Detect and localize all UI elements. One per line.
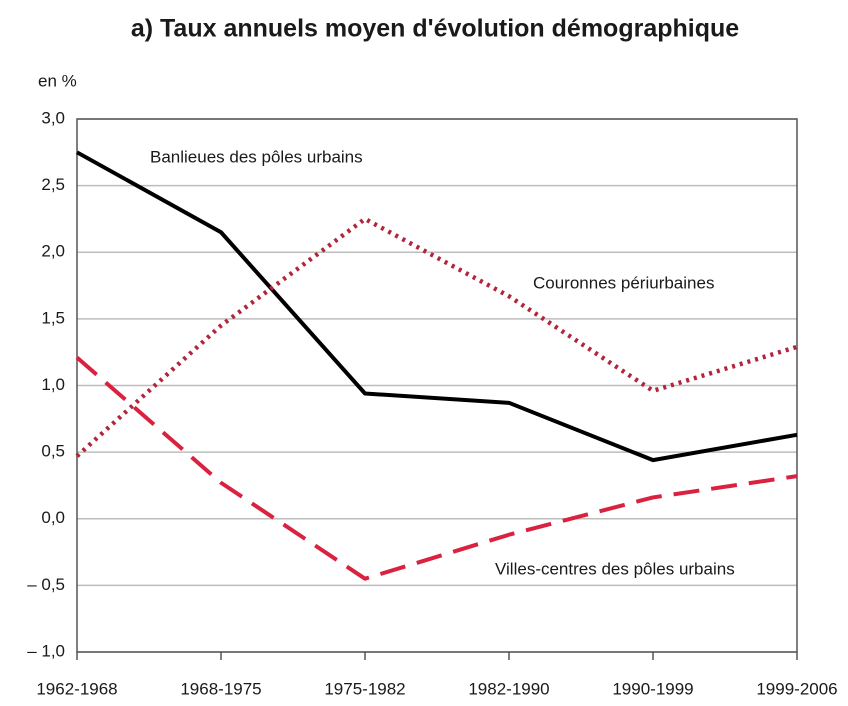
y-tick-label: 0,5 [41, 442, 65, 461]
y-tick-label: 2,0 [41, 242, 65, 261]
x-tick-label: 1990-1999 [612, 679, 693, 698]
y-tick-label: – 0,5 [27, 575, 65, 594]
y-tick-label: 0,0 [41, 508, 65, 527]
series-label: Villes-centres des pôles urbains [495, 559, 735, 578]
x-tick-label: 1999-2006 [756, 679, 837, 698]
x-tick-label: 1975-1982 [324, 679, 405, 698]
x-tick-label: 1982-1990 [468, 679, 549, 698]
series-label: Banlieues des pôles urbains [150, 147, 363, 166]
plot-frame [76, 118, 798, 653]
series-line [76, 150, 798, 463]
x-tick-label: 1962-1968 [36, 679, 117, 698]
series-line [75, 216, 798, 458]
series-line [75, 356, 798, 581]
x-tick-label: 1968-1975 [180, 679, 261, 698]
series-label: Couronnes périurbaines [533, 273, 714, 292]
y-tick-label: – 1,0 [27, 641, 65, 660]
y-tick-label: 1,5 [41, 308, 65, 327]
y-tick-label: 2,5 [41, 175, 65, 194]
y-tick-label: 1,0 [41, 375, 65, 394]
y-tick-label: 3,0 [41, 108, 65, 127]
chart-title: a) Taux annuels moyen d'évolution démogr… [131, 15, 739, 43]
y-axis-label: en % [38, 71, 77, 90]
